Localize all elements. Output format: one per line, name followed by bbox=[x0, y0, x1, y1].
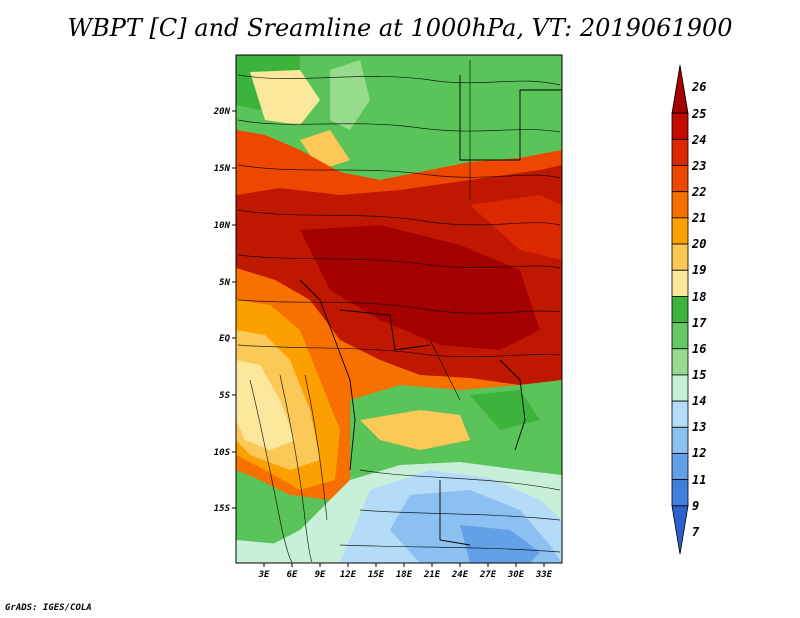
lon-label: 30E bbox=[507, 570, 525, 580]
colorbar-label: 18 bbox=[692, 290, 706, 304]
colorbar-swatch bbox=[671, 505, 689, 555]
colorbar-label: 9 bbox=[692, 499, 699, 513]
colorbar-swatch bbox=[671, 165, 689, 193]
colorbar-label: 25 bbox=[691, 107, 706, 121]
colorbar-label: 21 bbox=[691, 211, 706, 225]
colorbar-label: 12 bbox=[692, 446, 706, 460]
colorbar-label: 16 bbox=[692, 342, 706, 356]
lon-label: 15E bbox=[368, 570, 385, 580]
colorbar: 26 25 24 23 22 21 20 19 18 17 16 15 14 1… bbox=[671, 64, 707, 555]
lat-label: 15N bbox=[214, 164, 231, 174]
colorbar-label: 17 bbox=[692, 316, 707, 330]
lat-label: 15S bbox=[214, 504, 231, 514]
colorbar-swatch bbox=[671, 296, 689, 323]
colorbar-label: 15 bbox=[692, 368, 706, 382]
lat-label: 10S bbox=[214, 448, 231, 458]
colorbar-swatch bbox=[671, 217, 689, 245]
colorbar-label: 23 bbox=[691, 159, 706, 173]
lon-label: 27E bbox=[479, 570, 497, 580]
grads-credit: GrADS: IGES/COLA bbox=[5, 603, 92, 613]
wbpt-field bbox=[236, 55, 562, 563]
colorbar-swatch bbox=[671, 243, 689, 271]
lat-label: 20N bbox=[213, 107, 231, 117]
colorbar-swatch bbox=[671, 191, 689, 219]
colorbar-label: 26 bbox=[691, 80, 706, 94]
colorbar-swatch bbox=[671, 322, 689, 350]
colorbar-label: 24 bbox=[691, 133, 706, 147]
lon-label: 33E bbox=[535, 570, 553, 580]
colorbar-swatch bbox=[671, 374, 689, 402]
lon-label: 6E bbox=[287, 570, 298, 580]
colorbar-label: 19 bbox=[692, 263, 706, 277]
lat-label: EQ bbox=[219, 334, 230, 344]
colorbar-swatch bbox=[671, 348, 689, 376]
lon-label: 18E bbox=[396, 570, 413, 580]
colorbar-swatch bbox=[671, 269, 689, 297]
colorbar-swatch bbox=[671, 64, 689, 114]
lon-label: 24E bbox=[451, 570, 469, 580]
colorbar-swatch bbox=[671, 426, 689, 454]
colorbar-label: 20 bbox=[691, 237, 706, 251]
colorbar-label: 13 bbox=[692, 420, 706, 434]
colorbar-swatch bbox=[671, 479, 689, 507]
longitude-axis: 3E 6E 9E 12E 15E 18E 21E 24E 27E 30E 33E bbox=[258, 563, 553, 580]
latitude-axis: 20N 15N 10N 5N EQ 5S 10S 15S bbox=[213, 107, 236, 514]
map-title: WBPT [C] and Sreamline at 1000hPa, VT: 2… bbox=[67, 14, 733, 42]
lon-label: 9E bbox=[315, 570, 326, 580]
colorbar-swatch bbox=[671, 400, 689, 428]
colorbar-label: 22 bbox=[691, 185, 706, 199]
lat-label: 5S bbox=[219, 391, 230, 401]
colorbar-swatches bbox=[671, 64, 689, 555]
lat-label: 5N bbox=[219, 278, 230, 288]
lon-label: 21E bbox=[423, 570, 441, 580]
lat-label: 10N bbox=[214, 221, 231, 231]
colorbar-label: 14 bbox=[692, 394, 706, 408]
colorbar-swatch bbox=[671, 453, 689, 481]
colorbar-swatch bbox=[671, 112, 689, 140]
lon-label: 3E bbox=[258, 570, 270, 580]
colorbar-swatch bbox=[671, 138, 689, 166]
colorbar-label: 11 bbox=[692, 473, 706, 487]
colorbar-label: 7 bbox=[692, 525, 700, 539]
lon-label: 12E bbox=[340, 570, 357, 580]
colorbar-labels: 26 25 24 23 22 21 20 19 18 17 16 15 14 1… bbox=[691, 80, 707, 539]
